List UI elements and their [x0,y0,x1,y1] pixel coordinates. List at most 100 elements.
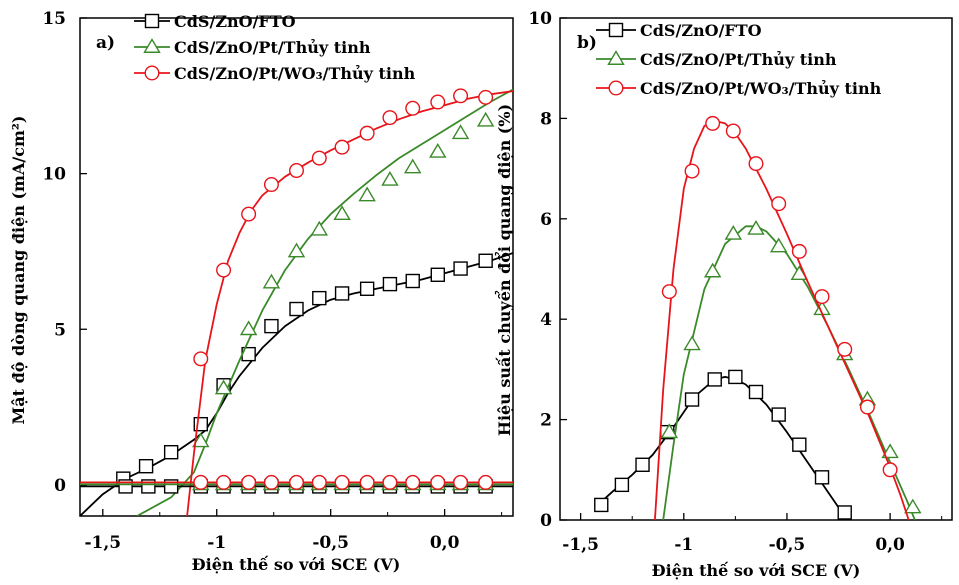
panel-a-data-point [453,88,469,104]
panel-a-data-point [382,110,398,126]
panel-b-ytick-label: 2 [540,411,552,431]
panel-b-ytick-label: 8 [540,109,552,129]
panel-b-data-point [707,372,722,387]
panel-a-data-point [404,158,422,174]
panel-b-data-point [748,156,764,172]
panel-b-xlabel: Điện thế so với SCE (V) [652,561,861,580]
panel-a-data-point [453,261,468,276]
panel-a-data-point [263,474,279,490]
panel-a-data-point [289,474,305,490]
panel-a-ytick-label: 0 [54,476,66,496]
panel-b-xtick-label: -1 [674,535,693,555]
panel-b-data-point [660,423,679,439]
panel-a-data-point [241,206,257,222]
panel-b-legend-marker [608,22,624,38]
panel-a-data-point [430,94,446,110]
panel-a-xlabel: Điện thế so với SCE (V) [192,555,401,574]
panel-b-xtick-label: -1,5 [562,535,599,555]
panel-b-data-point [771,407,786,422]
panel-b-xtick-label: 0,0 [875,535,905,555]
panel-a-ytick-label: 10 [42,165,66,185]
panel-b-data-point [882,462,898,478]
panel-b-data-point [747,219,765,235]
panel-b-data-point [859,399,875,415]
panel-a-data-point [289,301,304,317]
panel-a-data-point [358,186,376,202]
panel-a-legend-label: CdS/ZnO/Pt/WO₃/Thủy tinh [174,64,416,83]
panel-b-ytick-label: 10 [528,9,552,29]
panel-b-data-point [904,498,922,514]
panel-a-data-point [430,267,445,282]
panel-a-legend-label: CdS/ZnO/FTO [174,12,296,31]
panel-b-data-point [881,443,899,459]
panel-a-data-point [405,474,421,490]
panel-a-data-point [334,286,350,301]
panel-a-data-point [405,273,420,289]
panel-a-legend: CdS/ZnO/FTO CdS/ZnO/Pt/Thủy tinh CdS/ZnO/P… [134,12,416,83]
panel-b-data-point [791,243,807,259]
panel-a-plot-frame [79,17,514,517]
panel-a-data-point [429,142,447,158]
panel-b-data-point [748,384,764,400]
panel-a-data-point [476,111,495,127]
panel-b-ytick-label: 6 [540,210,552,230]
panel-b-legend-marker [608,80,624,96]
panel-a-data-point [312,290,327,306]
panel-a-legend-marker [144,13,160,29]
panel-a-data-point [359,474,375,490]
panel-b-series-line [662,225,916,520]
panel-a-ytick-label: 15 [42,9,66,29]
panel-b-legend-label: CdS/ZnO/Pt/Thủy tinh [640,50,837,69]
panel-b-legend-marker [607,50,625,65]
panel-b-data-point [814,470,830,485]
panel-b-data-point [792,437,807,452]
panel-b-plot-area [594,115,922,520]
panel-a-data-point [311,474,327,490]
panel-a-data-point [310,220,329,236]
panel-a-data-point [381,170,399,186]
panel-a-xtick-label: -1,5 [84,533,121,553]
chart-panel-b: b) Hiệu suất chuyển đổi quang điện (%) Đ… [493,9,953,580]
panel-a-data-point [241,474,257,490]
panel-a-xtick-label: -1 [207,533,226,553]
panel-a-ytick-label: 5 [54,320,66,340]
panel-b-legend: CdS/ZnO/FTO CdS/ZnO/Pt/Thủy tinh CdS/ZnO/P… [596,21,882,98]
panel-a-legend-marker [144,65,160,81]
panel-b-data-point [635,457,650,472]
panel-a-data-point [287,242,306,258]
panel-a-data-point [163,444,179,460]
panel-a-label: a) [96,33,115,53]
panel-a-data-point [478,89,494,105]
panel-b-data-point [661,284,677,300]
panel-a-data-point [405,100,421,116]
panel-b-data-point [724,224,743,240]
panel-a-data-point [289,163,305,179]
panel-a-data-point [214,379,233,395]
panel-b-data-point [837,505,852,520]
panel-a-data-point [262,273,281,289]
panel-a-data-point [478,253,493,268]
panel-a-data-point [430,474,446,490]
panel-b-data-point [725,123,741,139]
panel-b-data-point [683,335,701,351]
panel-b-data-point [771,196,787,212]
panel-b-data-point [614,477,630,493]
panel-a-series-line [186,90,513,516]
panel-a-data-point [333,205,351,221]
panel-b-label: b) [577,33,597,53]
panel-a-data-point [478,474,494,490]
panel-a-xtick-label: 0,0 [430,533,460,553]
panel-b-series-line [654,120,910,520]
panel-b-legend-label: CdS/ZnO/Pt/WO₃/Thủy tinh [640,79,882,98]
panel-a-data-point [193,351,209,367]
panel-a-data-point [453,474,469,490]
panel-b-plot-frame [559,17,953,521]
panel-b-xtick-label: -0,5 [769,535,806,555]
panel-b-data-point [814,289,830,305]
panel-a-data-point [451,124,470,140]
panel-b-data-point [703,262,722,278]
panel-a-data-point [138,459,154,474]
panel-a-xtick-label: -0,5 [312,533,349,553]
panel-a-data-point [239,320,258,336]
